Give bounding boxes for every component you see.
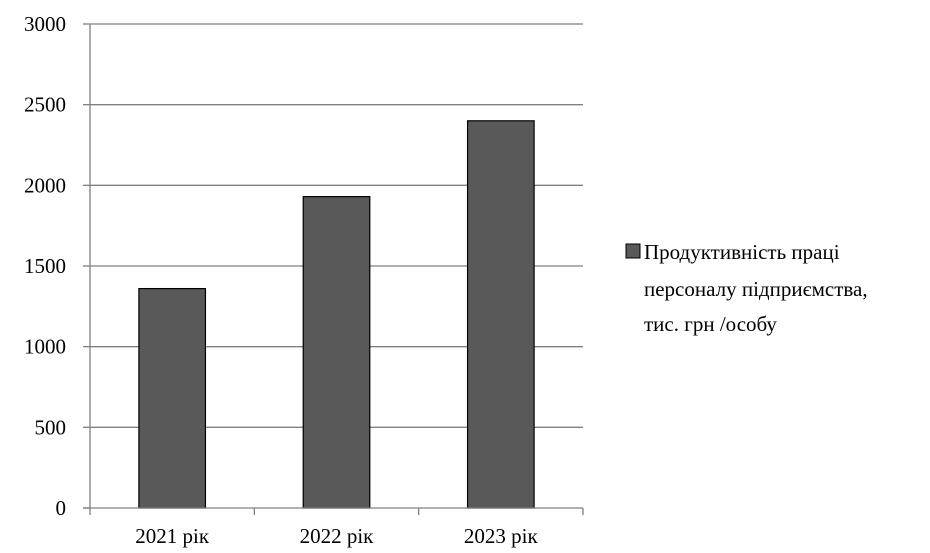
legend-line-3: тис. грн /особу <box>644 312 777 336</box>
y-tick-label: 2500 <box>24 93 66 117</box>
y-tick-label: 500 <box>35 415 67 439</box>
x-tick-label: 2023 рік <box>464 524 539 548</box>
y-tick-labels: 0 500 1000 1500 2000 2500 3000 <box>24 12 66 520</box>
y-tick-label: 1000 <box>24 335 66 359</box>
bar-3 <box>466 120 535 509</box>
bar-2 <box>302 196 371 509</box>
legend-line-2: персоналу підприємства, <box>644 277 868 301</box>
y-tick-label: 2000 <box>24 173 66 197</box>
y-tick-label: 1500 <box>24 254 66 278</box>
x-tick-labels: 2021 рік 2022 рік 2023 рік <box>135 524 538 548</box>
bars <box>138 120 535 509</box>
x-tick-label: 2021 рік <box>135 524 210 548</box>
axes <box>83 24 583 509</box>
legend: Продуктивність праці персоналу підприємс… <box>625 240 868 336</box>
legend-line-1: Продуктивність праці <box>644 240 840 264</box>
legend-swatch <box>625 243 641 259</box>
y-tick-label: 0 <box>56 496 67 520</box>
x-tick-label: 2022 рік <box>300 524 375 548</box>
y-tick-label: 3000 <box>24 12 66 36</box>
bar-1 <box>138 287 207 509</box>
